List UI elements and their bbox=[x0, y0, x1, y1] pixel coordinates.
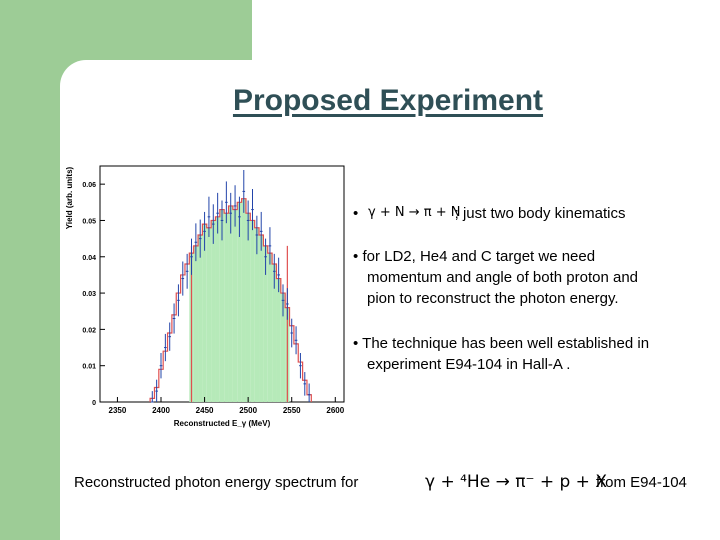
bullet-dot: • bbox=[353, 205, 359, 222]
y-tick-label: 0.01 bbox=[82, 364, 96, 371]
shaded-bin bbox=[280, 293, 286, 402]
shaded-region bbox=[189, 198, 290, 402]
shaded-bin bbox=[232, 209, 238, 402]
bullet-targets-line2: momentum and angle of both proton and bbox=[367, 269, 639, 286]
shaded-bin bbox=[202, 224, 207, 402]
bullet-technique-line1: The technique has been well established … bbox=[362, 335, 650, 352]
shaded-bin bbox=[241, 198, 246, 402]
x-tick-label: 2450 bbox=[196, 406, 214, 415]
shaded-bin bbox=[263, 245, 268, 402]
bullet-dot: • bbox=[353, 248, 359, 265]
x-tick-label: 2350 bbox=[109, 406, 127, 415]
shaded-bin bbox=[237, 202, 242, 402]
x-axis-label: Reconstructed E_γ (MeV) bbox=[174, 419, 271, 428]
x-axis-ticks: 2350 2400 2450 2500 2550 2600 bbox=[109, 397, 345, 415]
x-tick-label: 2500 bbox=[239, 406, 257, 415]
shaded-bin bbox=[219, 209, 225, 402]
shaded-bin bbox=[267, 253, 273, 402]
bullet-targets-line1: for LD2, He4 and C target we need bbox=[362, 248, 596, 265]
shaded-bin bbox=[215, 216, 220, 402]
shaded-bin bbox=[259, 234, 264, 402]
slide-title: Proposed Experiment bbox=[232, 84, 544, 117]
bullet-kinematics-text: ; just two body kinematics bbox=[454, 205, 626, 222]
y-axis-label: Yield (arb. units) bbox=[65, 166, 74, 229]
figure-caption-source: from E94-104 bbox=[596, 474, 687, 491]
x-tick-label: 2600 bbox=[326, 406, 344, 415]
data-points bbox=[150, 169, 311, 403]
bullet-technique: • The technique has been well establishe… bbox=[353, 333, 713, 375]
y-tick-label: 0.04 bbox=[82, 255, 96, 262]
bullet-targets-line3: pion to reconstruct the photon energy. bbox=[367, 290, 619, 307]
shaded-bin bbox=[198, 234, 203, 402]
bullet-dot: • bbox=[353, 335, 359, 352]
green-left-strip bbox=[0, 0, 60, 540]
y-tick-label: 0 bbox=[92, 400, 96, 407]
reaction-formula-gamma-he4: γ + ⁴He → π⁻ + p + X bbox=[425, 472, 607, 492]
shaded-bin bbox=[245, 213, 251, 402]
shaded-bin bbox=[276, 278, 281, 402]
y-tick-label: 0.03 bbox=[82, 291, 96, 298]
figure-caption: Reconstructed photon energy spectrum for bbox=[74, 474, 359, 491]
shaded-bin bbox=[193, 245, 199, 402]
shaded-bin bbox=[254, 227, 260, 402]
x-tick-label: 2400 bbox=[152, 406, 170, 415]
x-tick-label: 2550 bbox=[283, 406, 301, 415]
shaded-bin bbox=[228, 205, 233, 402]
bullet-technique-line2: experiment E94-104 in Hall-A . bbox=[367, 356, 571, 373]
shaded-bin bbox=[224, 213, 229, 402]
y-tick-label: 0.06 bbox=[82, 182, 96, 189]
shaded-bin bbox=[250, 220, 255, 402]
shaded-bin bbox=[272, 264, 277, 402]
y-tick-label: 0.02 bbox=[82, 327, 96, 334]
bullet-targets: • for LD2, He4 and C target we need mome… bbox=[353, 246, 713, 309]
y-axis-ticks: 0 0.01 0.02 0.03 0.04 0.05 0.06 bbox=[82, 182, 105, 407]
shaded-bin bbox=[211, 220, 216, 402]
bullet-kinematics: • ; just two body kinematics bbox=[353, 203, 626, 224]
shaded-bin bbox=[206, 227, 212, 402]
energy-spectrum-plot: 2350 2400 2450 2500 2550 2600 0 0.01 0.02 0.03 0.… bbox=[65, 165, 345, 428]
y-tick-label: 0.05 bbox=[82, 218, 96, 225]
reaction-formula-gamma-n: γ + N → π + N bbox=[368, 205, 461, 220]
